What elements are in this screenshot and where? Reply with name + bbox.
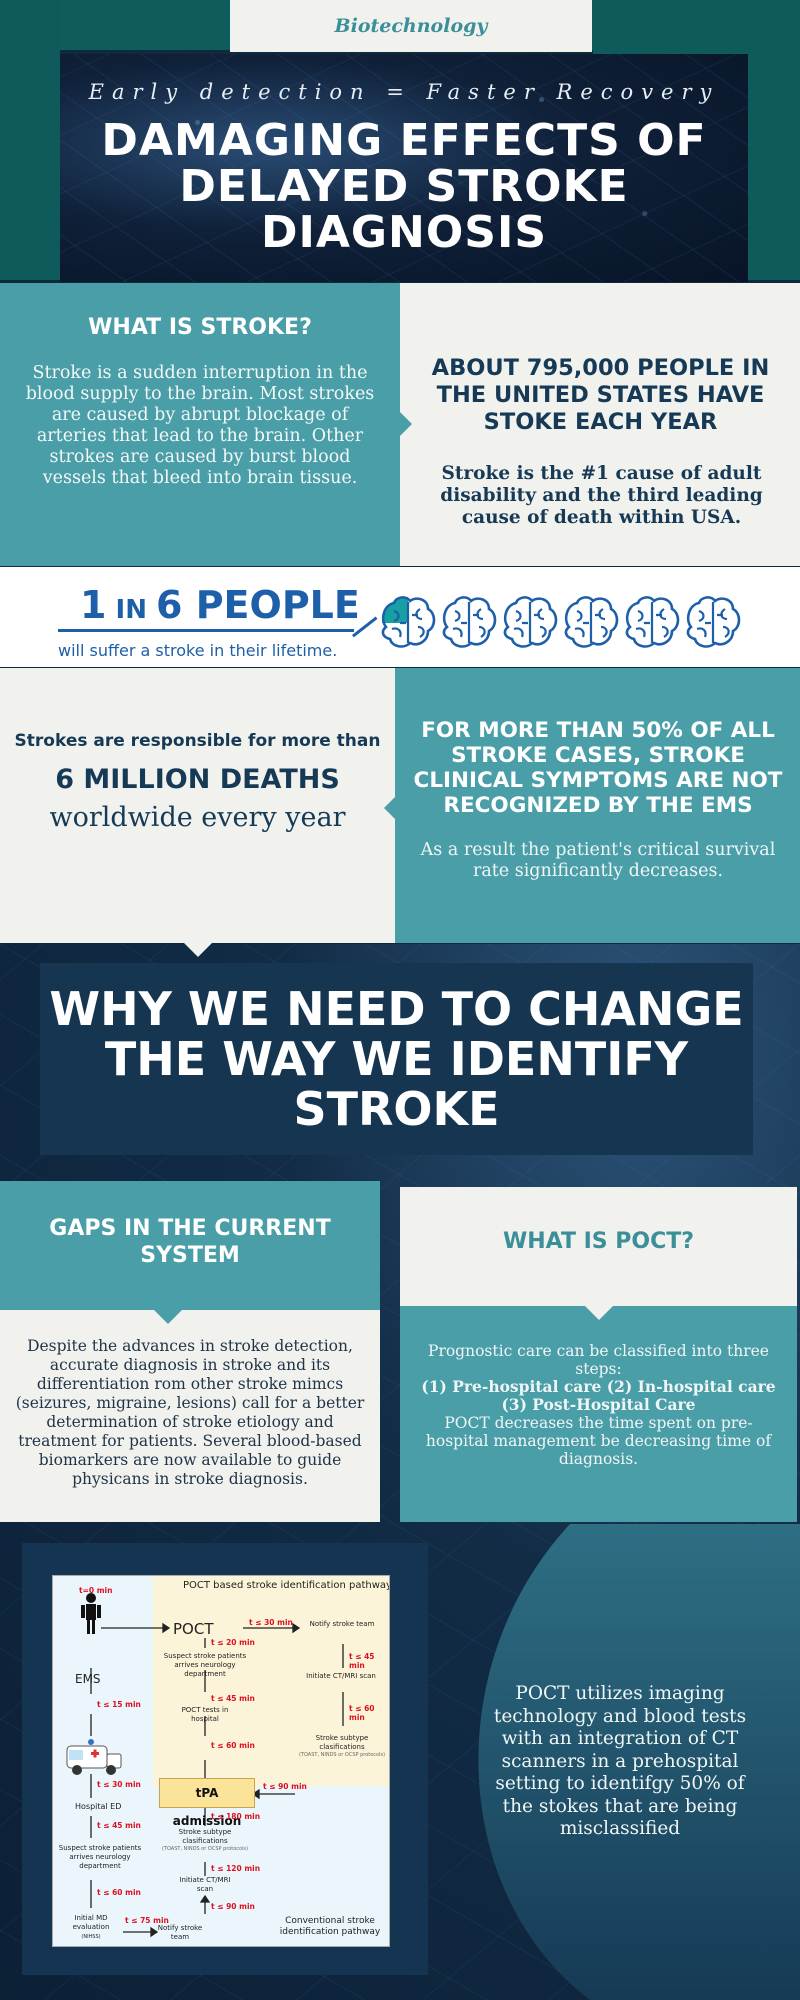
what-is-stroke-text: Stroke is a sudden interruption in the b… xyxy=(25,363,375,488)
ems-heading: FOR MORE THAN 50% OF ALL STROKE CASES, S… xyxy=(413,718,783,818)
hero-title: DAMAGING EFFECTS OF DELAYED STROKE DIAGN… xyxy=(101,115,707,258)
time-label: t ≤ 20 min xyxy=(211,1638,255,1647)
time-label: t ≤ 45 min xyxy=(97,1821,141,1830)
deaths-lead: Strokes are responsible for more than xyxy=(14,731,381,751)
subtype-text: Stroke subtype clasifications xyxy=(315,1734,369,1751)
diagram-footer: Conventional stroke identification pathw… xyxy=(279,1916,381,1937)
why-title: WHY WE NEED TO CHANGE THE WAY WE IDENTIF… xyxy=(49,982,744,1136)
subtype-small: (TOAST, NINDS or OCSP protocols) xyxy=(161,1846,249,1852)
initial-eval-label: Initial MD evaluation (NIHSS) xyxy=(63,1914,119,1942)
subtype-label: Stroke subtype clasifications (TOAST, NIN… xyxy=(159,1828,251,1852)
us-stats-panel: ABOUT 795,000 PEOPLE IN THE UNITED STATE… xyxy=(400,283,800,566)
ems-text: As a result the patient's critical survi… xyxy=(420,840,776,881)
poct-summary-text: POCT utilizes imaging technology and blo… xyxy=(493,1683,747,1839)
hero-banner: Early detection = Faster Recovery DAMAGI… xyxy=(60,54,748,282)
subtype-small: (TOAST, NINDS or OCSP protocols) xyxy=(298,1752,386,1758)
brain-icon xyxy=(686,596,741,648)
time-label: t ≤ 30 min xyxy=(97,1780,141,1789)
one-in-six-band: 1 IN 6 PEOPLE will suffer a stroke in th… xyxy=(0,567,800,667)
why-banner: WHY WE NEED TO CHANGE THE WAY WE IDENTIF… xyxy=(40,963,753,1155)
pointer-arrow xyxy=(585,1306,613,1320)
notify-label: Notify stroke team xyxy=(309,1620,375,1628)
what-is-stroke-heading: WHAT IS STROKE? xyxy=(88,315,312,340)
pointer-arrow xyxy=(184,943,212,957)
pointer-arrow xyxy=(384,796,396,820)
poct-intro: Prognostic care can be classified into t… xyxy=(428,1342,769,1378)
us-stats-heading: ABOUT 795,000 PEOPLE IN THE UNITED STATE… xyxy=(431,355,770,435)
pointer-arrow xyxy=(154,1310,182,1324)
ratio-headline: 1 IN 6 PEOPLE xyxy=(80,585,360,630)
poct-heading: WHAT IS POCT? xyxy=(502,1229,695,1254)
time-label: t ≤ 30 min xyxy=(249,1618,293,1627)
initiate-label: Initiate CT/MRI scan xyxy=(306,1672,376,1680)
gaps-body: Despite the advances in stroke detection… xyxy=(0,1310,380,1522)
diagram-title: POCT based stroke identification pathway xyxy=(183,1580,390,1591)
brain-icon xyxy=(503,596,558,648)
ratio-denominator: 6 xyxy=(156,583,183,627)
poct-header: WHAT IS POCT? xyxy=(400,1187,797,1306)
deaths-tail: worldwide every year xyxy=(49,802,346,833)
us-stats-text: Stroke is the #1 cause of adult disabili… xyxy=(440,463,763,528)
pathway-diagram: POCT based stroke identification pathway… xyxy=(52,1575,390,1947)
diagram-lines xyxy=(66,1593,344,1938)
diagram-lower-lane xyxy=(153,1786,389,1946)
ems-panel: FOR MORE THAN 50% OF ALL STROKE CASES, S… xyxy=(395,668,800,943)
time-label: t ≤ 120 min xyxy=(211,1864,261,1873)
ratio-word: PEOPLE xyxy=(195,583,360,627)
header-side-left xyxy=(0,0,60,280)
time-label: t ≤ 45 min xyxy=(211,1694,255,1703)
poct-node: POCT xyxy=(173,1620,214,1638)
ems-label: EMS xyxy=(75,1672,101,1686)
brain-icon xyxy=(381,596,436,648)
time-label: t ≤ 180 min xyxy=(211,1812,261,1821)
suspect-label: Suspect stroke patients arrives neurolog… xyxy=(58,1844,142,1870)
diagram-poct-lane xyxy=(153,1576,389,1786)
time-label: t ≤ 60 min xyxy=(349,1704,375,1722)
poct-body: Prognostic care can be classified into t… xyxy=(400,1306,797,1522)
tpa-node: tPA admission xyxy=(159,1778,255,1828)
poct-description: POCT decreases the time spent on pre-hos… xyxy=(425,1414,772,1468)
poct-summary-shape xyxy=(478,1524,800,2000)
category-label: Biotechnology xyxy=(230,0,592,52)
time-label: t ≤ 90 min xyxy=(263,1782,307,1791)
ratio-underline xyxy=(58,629,354,632)
brain-icon xyxy=(442,596,497,648)
ratio-in: IN xyxy=(115,595,147,625)
suspect-label: Suspect stroke patients arrives neurolog… xyxy=(163,1652,247,1678)
initiate-label: Initiate CT/MRI scan xyxy=(179,1876,231,1893)
hero-tagline: Early detection = Faster Recovery xyxy=(88,80,720,104)
brain-icon-row xyxy=(381,596,741,648)
hospital-label: Hospital ED xyxy=(75,1802,122,1811)
what-is-stroke-panel: WHAT IS STROKE? Stroke is a sudden inter… xyxy=(0,283,400,566)
time-label: t ≤ 90 min xyxy=(211,1902,255,1911)
gaps-heading: GAPS IN THE CURRENT SYSTEM xyxy=(49,1216,331,1268)
ratio-caption: will suffer a stroke in their lifetime. xyxy=(58,641,338,660)
brain-icon xyxy=(625,596,680,648)
time-label: t ≤ 75 min xyxy=(125,1916,169,1925)
notify-label: Notify stroke team xyxy=(157,1924,203,1941)
time-label: t ≤ 45 min xyxy=(349,1652,375,1670)
pointer-arrow xyxy=(400,412,412,436)
initial-eval-text: Initial MD evaluation xyxy=(72,1914,110,1931)
time-label: t ≤ 15 min xyxy=(97,1700,141,1709)
subtype-text: Stroke subtype clasifications xyxy=(178,1828,232,1845)
poct-steps: (1) Pre-hospital care (2) In-hospital ca… xyxy=(421,1377,776,1414)
time-label: t=0 min xyxy=(79,1586,113,1595)
poct-text: Prognostic care can be classified into t… xyxy=(414,1342,783,1468)
time-label: t ≤ 60 min xyxy=(97,1888,141,1897)
poct-tests-label: POCT tests in hospital xyxy=(181,1706,229,1723)
gaps-text: Despite the advances in stroke detection… xyxy=(15,1337,365,1488)
ratio-number: 1 xyxy=(80,583,107,627)
subtype-label: Stroke subtype clasifications (TOAST, NIN… xyxy=(297,1734,387,1758)
initial-eval-small: (NIHSS) xyxy=(81,1934,101,1940)
deaths-figure: 6 MILLION DEATHS xyxy=(55,764,340,795)
time-label: t ≤ 60 min xyxy=(211,1741,255,1750)
gaps-header: GAPS IN THE CURRENT SYSTEM xyxy=(0,1181,380,1310)
brain-icon xyxy=(564,596,619,648)
deaths-panel: Strokes are responsible for more than 6 … xyxy=(0,668,395,943)
